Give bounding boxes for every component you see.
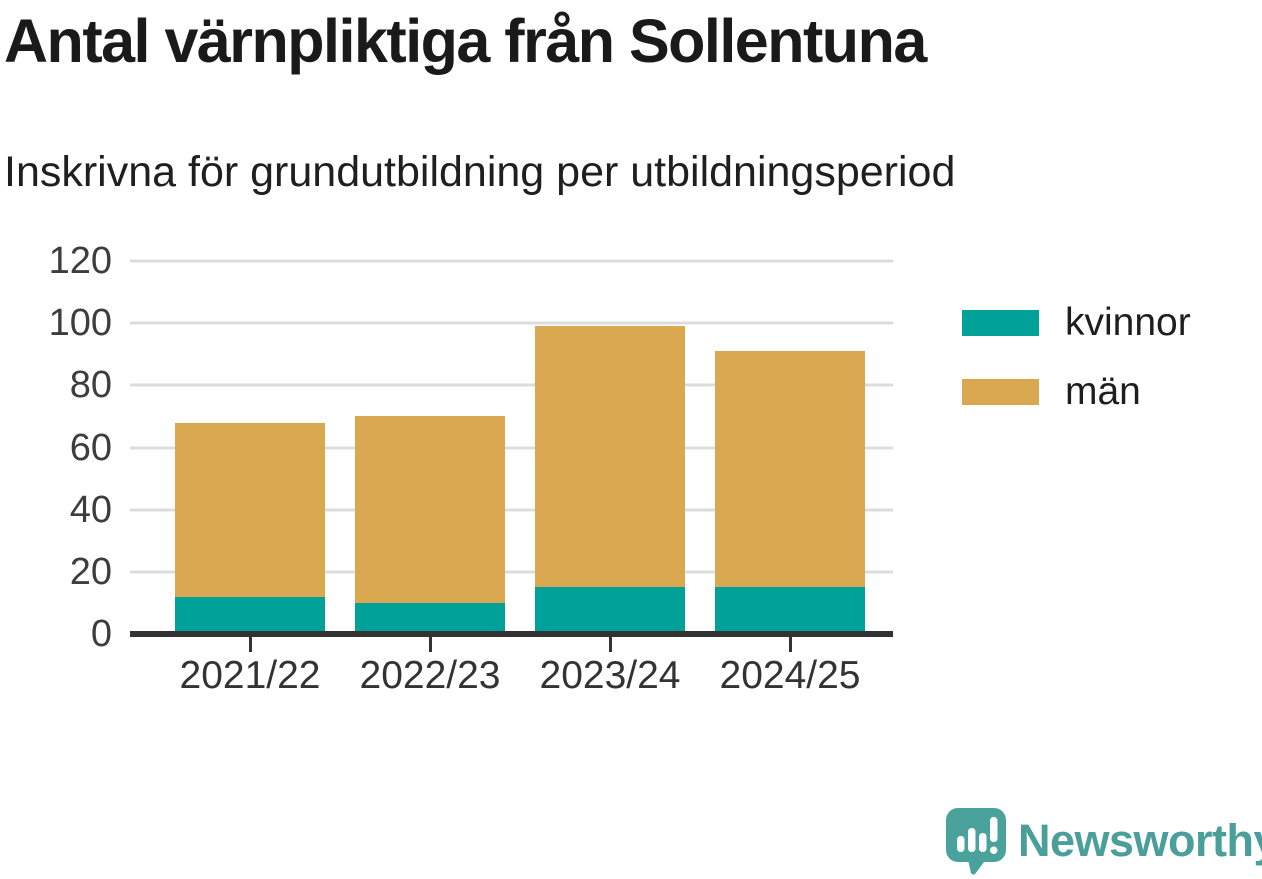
legend-swatch-kvinnor [962, 309, 1039, 336]
x-tick [428, 637, 432, 652]
gridline [130, 259, 893, 263]
bar-group-2023-24 [535, 261, 685, 634]
x-tick-label: 2021/22 [179, 654, 321, 697]
y-tick-label: 100 [48, 302, 112, 345]
y-tick-label: 120 [48, 240, 112, 282]
bar-segment-kvinnor [535, 587, 685, 634]
gridline [130, 383, 893, 387]
x-tick [248, 637, 252, 652]
brand-footer: Newsworthy [944, 806, 1262, 876]
gridline [130, 321, 893, 325]
x-axis-baseline [130, 631, 893, 637]
y-tick-label: 0 [90, 613, 112, 655]
x-tick-label: 2022/23 [359, 654, 501, 697]
bar-segment-kvinnor [715, 587, 865, 634]
gridline [130, 446, 893, 449]
legend: kvinnor män [962, 303, 1191, 441]
x-tick [608, 637, 612, 652]
legend-label: kvinnor [1065, 301, 1191, 344]
newsworthy-wordmark: Newsworthy [1018, 815, 1262, 866]
bar-group-2022-23 [355, 261, 505, 634]
x-tick [788, 637, 792, 652]
gridline [130, 508, 893, 512]
y-tick-label: 20 [69, 550, 112, 593]
chart-subtitle: Inskrivna för grundutbildning per utbild… [4, 148, 956, 196]
plot-area [130, 259, 893, 634]
legend-item-män: män [962, 372, 1191, 411]
legend-swatch-män [962, 378, 1039, 405]
chart-title: Antal värnpliktiga från Sollentuna [4, 7, 927, 75]
legend-label: män [1065, 370, 1141, 413]
bar-segment-män [715, 351, 865, 588]
y-tick-label: 60 [69, 426, 112, 469]
gridline [130, 570, 893, 574]
y-tick-label: 40 [69, 488, 112, 531]
bar-segment-kvinnor [175, 596, 325, 634]
bar-group-2024-25 [715, 261, 865, 634]
newsworthy-logo-icon [946, 808, 1006, 875]
y-axis: 0 20 40 60 80 100 120 [0, 242, 112, 653]
bar-segment-män [355, 416, 505, 603]
bar-segment-män [175, 422, 325, 597]
legend-item-kvinnor: kvinnor [962, 303, 1191, 342]
x-tick-label: 2023/24 [539, 654, 681, 697]
bar-group-2021-22 [175, 261, 325, 634]
y-tick-label: 80 [69, 364, 112, 407]
bar-segment-kvinnor [355, 602, 505, 634]
x-tick-label: 2024/25 [719, 654, 861, 697]
bar-segment-män [535, 326, 685, 588]
